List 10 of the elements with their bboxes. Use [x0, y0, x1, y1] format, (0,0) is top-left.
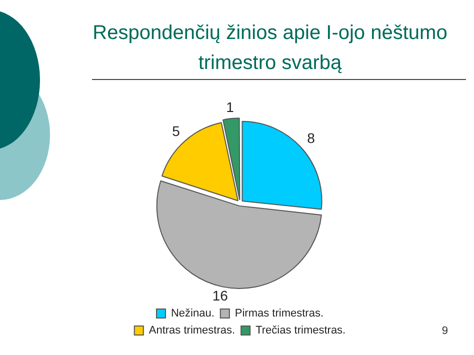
chart-title: Respondenčių žinios apie I-ojo nėštumo trimestro svarbą [92, 21, 448, 76]
legend-label: Trečias trimestras. [256, 324, 346, 337]
data-label: 5 [172, 122, 180, 139]
legend-label: Antras trimestras. [148, 324, 236, 337]
text: 9 [442, 325, 448, 337]
legend-label: Pirmas trimestras. [234, 308, 324, 320]
data-label: 16 [212, 287, 228, 304]
data-label: 1 [226, 98, 234, 115]
data-label: 8 [307, 130, 316, 146]
legend-label: Nežinau. [170, 308, 214, 320]
